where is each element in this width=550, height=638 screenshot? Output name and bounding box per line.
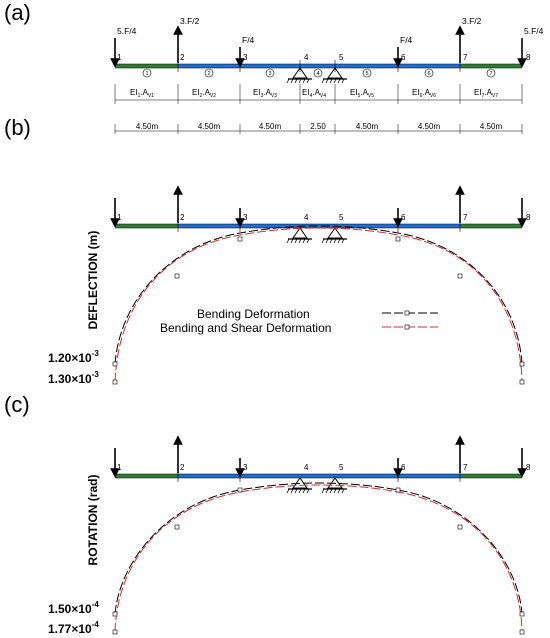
property-label: EI4.AV4 [302,88,326,99]
node-label: 6 [401,213,406,222]
property-label: EI2.AV2 [192,88,216,99]
span-label: 4.50m [259,122,282,131]
element-label: 6 [427,71,430,77]
rotation-axis-label: ROTATION (rad) [86,475,100,566]
rotation-curve-bending [114,482,523,615]
beam-a [115,63,522,69]
node-label: 8 [526,53,531,62]
node-label: 7 [463,53,468,62]
deflection-markers [112,236,525,385]
node-label: 4 [304,213,309,222]
loads-a: 5.F/4 3.F/2 F/4 F/4 3.F/2 5.F/4 [110,16,544,68]
load-label: 5.F/4 [117,26,137,36]
element-label: 3 [268,71,271,77]
property-label: EI3.AV3 [253,88,277,99]
span-label: 4.50m [198,122,221,131]
node-label: 6 [401,463,406,472]
support-a-right [321,67,347,84]
span-label: 2.50 [310,122,326,131]
node-label: 1 [117,53,122,62]
node-label: 4 [304,53,309,62]
node-label: 1 [117,213,122,222]
element-label: 5 [365,71,368,77]
deflection-value-1: 1.20×10-3 [48,349,99,365]
load-label: F/4 [400,35,413,45]
support-a-left [286,67,312,84]
element-label: 1 [145,71,148,77]
element-numbers: 1 2 3 4 5 6 7 [142,68,496,78]
legend-label-bending-shear: Bending and Shear Deformation [160,321,331,335]
nodes-c: 1 2 3 4 5 6 7 8 [117,463,531,482]
beam-c [115,473,522,479]
load-label: F/4 [242,35,255,45]
deflection-curve-bending [114,225,523,365]
node-label: 3 [243,53,248,62]
node-label: 2 [180,53,185,62]
node-label: 8 [526,463,531,472]
element-label: 4 [316,71,319,77]
panel-label-c: (c) [4,392,30,417]
node-label: 3 [243,213,248,222]
deflection-curve-bending-shear [114,227,523,383]
rotation-value-1: 1.50×10-4 [48,600,99,616]
span-label: 4.50m [418,122,441,131]
span-label: 4.50m [356,122,379,131]
property-label: EI7.AV7 [474,88,498,99]
load-label: 3.F/2 [462,16,482,26]
loads-b [110,185,527,228]
legend-label-bending: Bending Deformation [197,307,310,321]
span-label: 4.50m [480,122,503,131]
load-label: 3.F/2 [180,16,200,26]
load-label: 5.F/4 [524,26,544,36]
legend: Bending Deformation Bending and Shear De… [160,307,438,335]
beam-b [115,223,522,229]
nodes-b: 1 2 3 4 5 6 7 8 [117,213,531,232]
element-label: 7 [489,71,492,77]
node-label: 8 [526,213,531,222]
panel-label-b: (b) [4,115,31,140]
node-label: 7 [463,213,468,222]
node-label: 5 [339,53,344,62]
node-label: 1 [117,463,122,472]
loads-c [110,435,527,478]
rotation-markers [112,487,525,635]
node-label: 4 [304,463,309,472]
deflection-value-2: 1.30×10-3 [48,370,99,386]
rotation-value-2: 1.77×10-4 [48,620,99,636]
node-label: 5 [339,463,344,472]
span-dimension-line: 4.50m 4.50m 4.50m 2.50 4.50m 4.50m 4.50m [114,122,523,134]
nodes-a: 1 2 3 4 5 6 7 8 [117,53,531,72]
property-labels: EI1.AV1 EI2.AV2 EI3.AV3 EI4.AV4 EI5.AV5 … [130,88,498,99]
property-dimension-line [114,84,523,104]
node-label: 3 [243,463,248,472]
panel-label-a: (a) [4,0,31,25]
node-label: 6 [401,53,406,62]
node-label: 7 [463,463,468,472]
property-label: EI6.AV6 [412,88,436,99]
node-label: 5 [339,213,344,222]
deflection-axis-label: DEFLECTION (m) [86,231,100,330]
node-label: 2 [180,463,185,472]
span-label: 4.50m [136,122,159,131]
rotation-curve-bending-shear [114,484,523,633]
property-label: EI5.AV5 [350,88,374,99]
node-label: 2 [180,213,185,222]
element-label: 2 [207,71,210,77]
supports-b [286,227,347,244]
property-label: EI1.AV1 [130,88,154,99]
